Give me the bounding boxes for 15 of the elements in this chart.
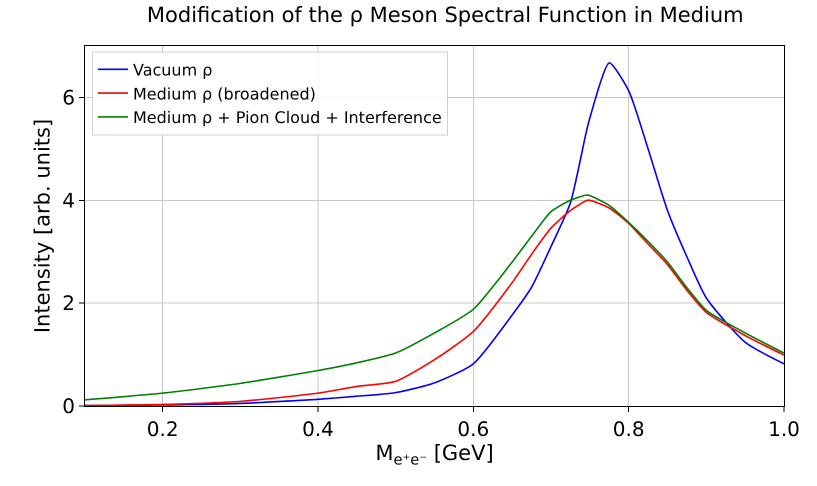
legend-label: Medium ρ + Pion Cloud + Interference <box>132 108 442 128</box>
y-axis-title: Intensity [arb. units] <box>30 118 54 334</box>
x-tick-label: 0.6 <box>457 417 490 441</box>
y-tick-label: 0 <box>62 394 75 418</box>
x-tick-label: 0.8 <box>612 417 645 441</box>
x-tick-label: 0.2 <box>146 417 179 441</box>
y-tick-label: 2 <box>62 291 75 316</box>
legend-label: Medium ρ (broadened) <box>132 84 316 104</box>
chart-title: Modification of the ρ Meson Spectral Function in Medium <box>146 2 744 27</box>
y-tick-label: 6 <box>62 85 75 110</box>
legend-label: Vacuum ρ <box>132 60 212 80</box>
x-tick-label: 1.0 <box>768 417 800 441</box>
x-tick-label: 0.4 <box>302 417 334 441</box>
x-axis-title: M$_{e⁺e⁻}$ [GeV] <box>375 441 494 468</box>
y-tick-label: 4 <box>62 188 75 212</box>
